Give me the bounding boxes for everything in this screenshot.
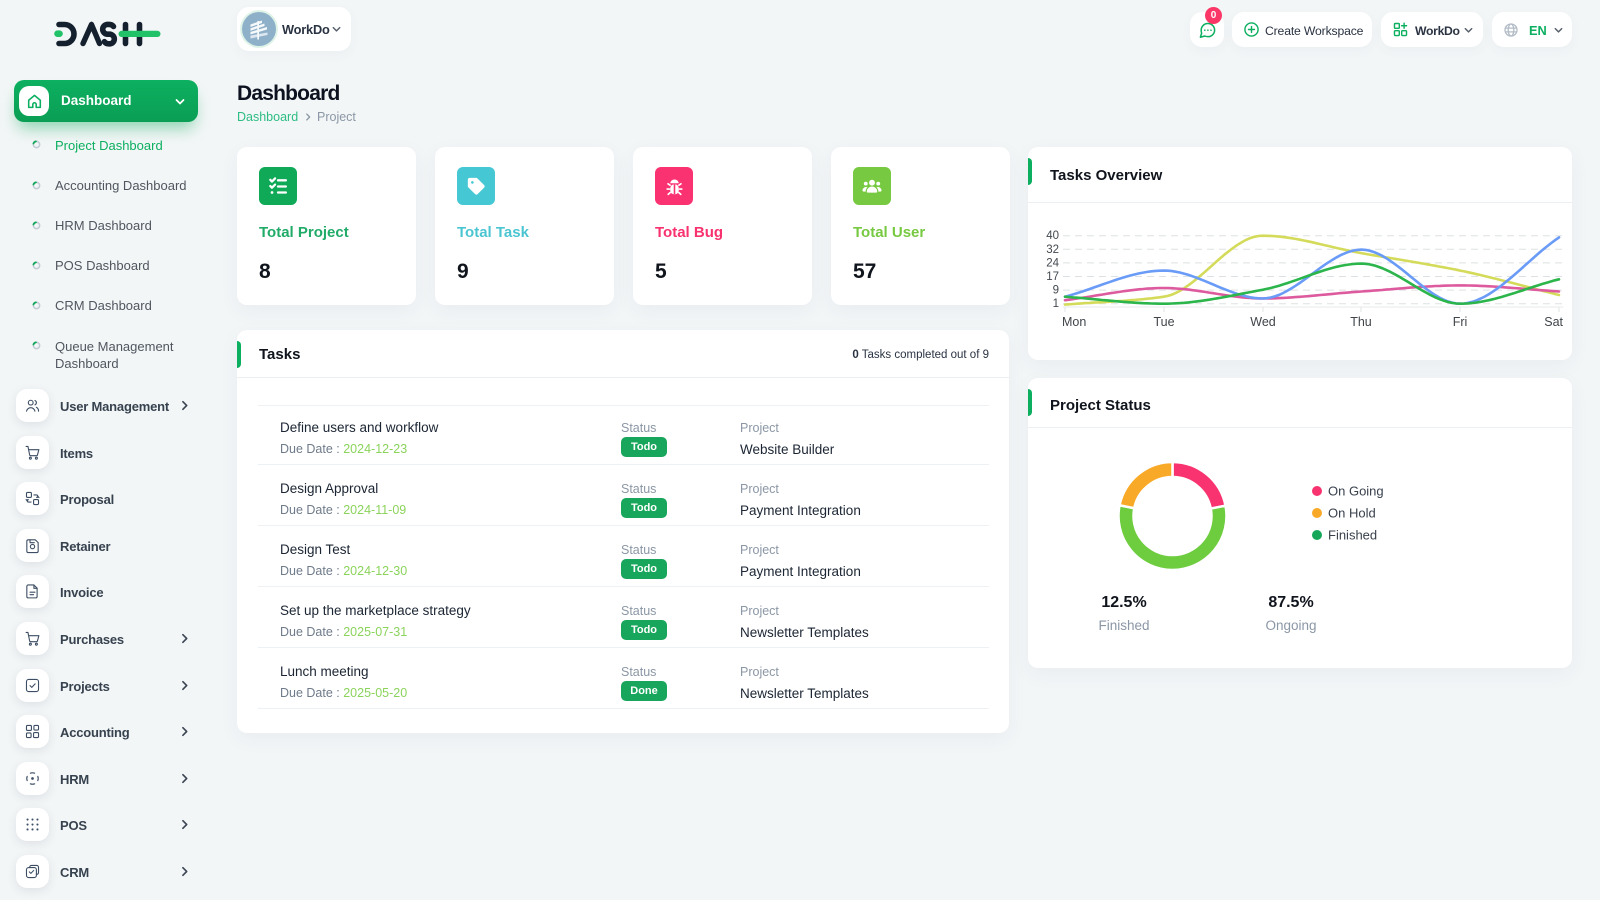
svg-text:On Going: On Going	[1328, 484, 1384, 499]
svg-text:Thu: Thu	[1350, 315, 1372, 329]
svg-text:9: 9	[1053, 285, 1059, 297]
svg-text:Tue: Tue	[1153, 315, 1174, 329]
svg-text:Fri: Fri	[1453, 315, 1468, 329]
svg-text:17: 17	[1046, 271, 1059, 283]
svg-text:Sat: Sat	[1544, 315, 1563, 329]
svg-text:32: 32	[1046, 244, 1059, 256]
svg-text:Wed: Wed	[1250, 315, 1276, 329]
svg-text:Mon: Mon	[1062, 315, 1086, 329]
svg-text:24: 24	[1046, 257, 1059, 269]
svg-text:On Hold: On Hold	[1328, 506, 1376, 521]
svg-text:Finished: Finished	[1328, 528, 1377, 543]
svg-text:40: 40	[1046, 230, 1059, 242]
svg-text:1: 1	[1053, 298, 1059, 310]
